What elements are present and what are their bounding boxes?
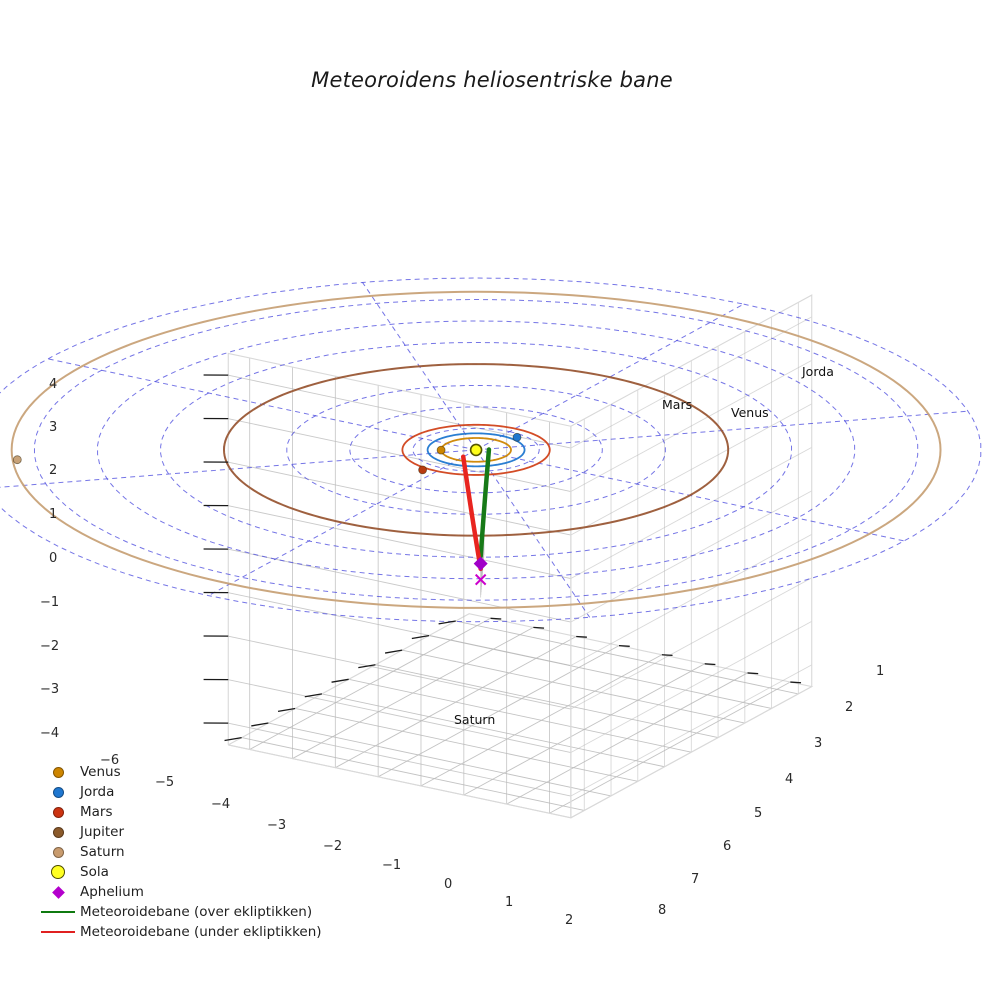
legend-label: Mars	[80, 804, 113, 820]
marker-sola	[469, 443, 483, 457]
legend-item[interactable]: Aphelium	[36, 882, 366, 902]
axes-panes	[227, 294, 814, 819]
tick-label-y-3: 4	[785, 772, 794, 787]
legend-item[interactable]: Meteoroidebane (over ekliptikken)	[36, 902, 366, 922]
body-label-mars: Mars	[662, 397, 693, 412]
legend-marker-jorda	[36, 786, 80, 798]
legend-line-under-ekliptikken	[36, 931, 80, 933]
legend-line-over-ekliptikken	[36, 911, 80, 913]
legend-item[interactable]: Saturn	[36, 842, 366, 862]
tick-label-y-1: 2	[845, 700, 854, 715]
planet-orbits	[10, 290, 942, 609]
tick-label-x-7: 1	[505, 895, 514, 910]
legend-item[interactable]: Meteoroidebane (under ekliptikken)	[36, 922, 366, 942]
legend-item[interactable]: Mars	[36, 802, 366, 822]
legend-label: Meteoroidebane (under ekliptikken)	[80, 924, 322, 940]
tick-label-x-0: −6	[100, 753, 120, 768]
marker-mars	[418, 465, 428, 475]
legend-marker-jupiter	[36, 826, 80, 838]
legend-label: Venus	[80, 764, 121, 780]
tick-label-z-5: −1	[40, 595, 60, 610]
tick-label-z-3: 1	[49, 507, 58, 522]
marker-jorda	[512, 432, 522, 442]
body-label-saturn: Saturn	[454, 712, 496, 727]
marker-venus	[436, 445, 446, 455]
marker-saturn	[12, 455, 22, 465]
tick-label-x-4: −2	[323, 839, 343, 854]
tick-label-z-7: −3	[40, 682, 60, 697]
tick-label-y-0: 1	[876, 664, 885, 679]
marker-aphelium	[473, 556, 488, 571]
legend-item[interactable]: Sola	[36, 862, 366, 882]
page-title: Meteoroidens heliosentriske bane	[311, 68, 673, 92]
legend-marker-saturn	[36, 846, 80, 858]
legend-label: Sola	[80, 864, 109, 880]
tick-label-z-1: 3	[49, 420, 58, 435]
legend-label: Jupiter	[80, 824, 125, 840]
legend-marker-venus	[36, 766, 80, 778]
tick-label-y-6: 7	[691, 872, 700, 887]
legend-label: Aphelium	[80, 884, 144, 900]
tick-label-y-4: 5	[754, 806, 763, 821]
tick-label-z-2: 2	[49, 463, 58, 478]
celestial-bodies	[12, 432, 522, 586]
legend-label: Saturn	[80, 844, 125, 860]
legend: Venus Jorda Mars Jupiter Saturn Sola Aph…	[36, 762, 366, 942]
tick-label-z-4: 0	[49, 551, 58, 566]
tick-label-z-8: −4	[40, 726, 60, 741]
tick-label-x-6: 0	[444, 877, 453, 892]
tick-label-x-8: 2	[565, 913, 574, 928]
tick-label-x-1: −5	[155, 775, 175, 790]
legend-label: Jorda	[80, 784, 115, 800]
tick-label-x-3: −3	[267, 818, 287, 833]
legend-label: Meteoroidebane (over ekliptikken)	[80, 904, 313, 920]
legend-marker-mars	[36, 806, 80, 818]
tick-label-z-6: −2	[40, 639, 60, 654]
meteoroid-trajectory	[460, 447, 492, 572]
tick-label-y-2: 3	[814, 736, 823, 751]
legend-item[interactable]: Venus	[36, 762, 366, 782]
tick-label-y-7: 8	[658, 903, 667, 918]
tick-label-y-5: 6	[723, 839, 732, 854]
tick-label-x-5: −1	[382, 858, 402, 873]
axis-ticks	[203, 374, 802, 742]
tick-label-z-0: 4	[49, 377, 58, 392]
legend-item[interactable]: Jupiter	[36, 822, 366, 842]
legend-marker-aphelium	[36, 885, 80, 899]
legend-item[interactable]: Jorda	[36, 782, 366, 802]
tick-label-x-2: −4	[211, 797, 231, 812]
body-label-jorda: Jorda	[802, 364, 834, 379]
body-label-venus: Venus	[731, 405, 769, 420]
legend-marker-sola	[36, 865, 80, 879]
